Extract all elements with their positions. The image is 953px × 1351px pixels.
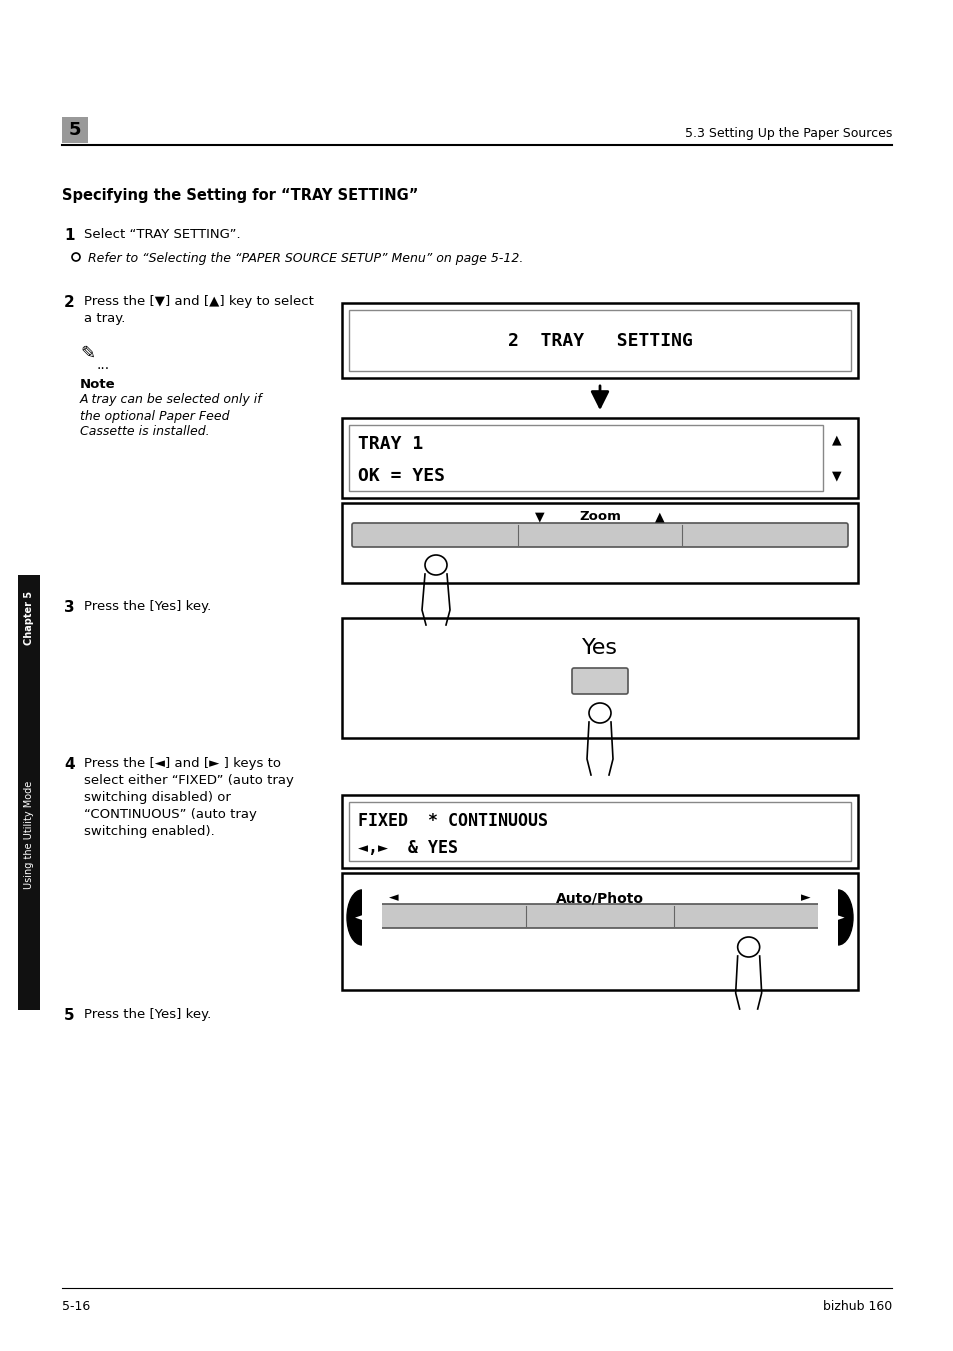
Text: ▲: ▲ xyxy=(831,434,841,447)
Text: “CONTINUOUS” (auto tray: “CONTINUOUS” (auto tray xyxy=(84,808,256,821)
Text: OK = YES: OK = YES xyxy=(357,466,444,485)
Ellipse shape xyxy=(424,555,447,576)
FancyBboxPatch shape xyxy=(341,794,857,867)
Text: ◄,►  & YES: ◄,► & YES xyxy=(357,839,457,857)
FancyBboxPatch shape xyxy=(341,503,857,584)
Text: Press the [Yes] key.: Press the [Yes] key. xyxy=(84,600,211,613)
Text: Select “TRAY SETTING”.: Select “TRAY SETTING”. xyxy=(84,228,240,240)
Text: 5-16: 5-16 xyxy=(62,1300,91,1313)
Text: Zoom: Zoom xyxy=(578,511,620,523)
Text: Cassette is installed.: Cassette is installed. xyxy=(80,426,210,438)
FancyBboxPatch shape xyxy=(349,426,822,490)
Text: ◄: ◄ xyxy=(389,892,398,905)
Text: ✎: ✎ xyxy=(80,345,95,363)
FancyBboxPatch shape xyxy=(62,118,88,143)
Text: Specifying the Setting for “TRAY SETTING”: Specifying the Setting for “TRAY SETTING… xyxy=(62,188,418,203)
Text: select either “FIXED” (auto tray: select either “FIXED” (auto tray xyxy=(84,774,294,788)
Text: ▼: ▼ xyxy=(831,469,841,482)
FancyBboxPatch shape xyxy=(352,523,847,547)
Text: ►: ► xyxy=(834,911,844,924)
Text: Press the [◄] and [► ] keys to: Press the [◄] and [► ] keys to xyxy=(84,757,281,770)
Text: Using the Utility Mode: Using the Utility Mode xyxy=(24,781,34,889)
Text: Press the [▼] and [▲] key to select: Press the [▼] and [▲] key to select xyxy=(84,295,314,308)
Text: 2: 2 xyxy=(64,295,74,309)
Text: ...: ... xyxy=(97,358,110,372)
FancyBboxPatch shape xyxy=(341,417,857,499)
FancyBboxPatch shape xyxy=(817,888,837,947)
Text: switching enabled).: switching enabled). xyxy=(84,825,214,838)
Text: 5: 5 xyxy=(69,122,81,139)
Text: ▲: ▲ xyxy=(655,511,664,523)
Text: 1: 1 xyxy=(64,228,74,243)
Text: TRAY 1: TRAY 1 xyxy=(357,435,423,453)
Text: Note: Note xyxy=(80,378,115,390)
Text: bizhub 160: bizhub 160 xyxy=(821,1300,891,1313)
Ellipse shape xyxy=(347,890,376,944)
Text: the optional Paper Feed: the optional Paper Feed xyxy=(80,409,230,423)
FancyBboxPatch shape xyxy=(18,576,40,661)
Text: ►: ► xyxy=(801,892,810,905)
Text: 3: 3 xyxy=(64,600,74,615)
Text: ▼: ▼ xyxy=(535,511,544,523)
Text: 2  TRAY   SETTING: 2 TRAY SETTING xyxy=(507,331,692,350)
Text: switching disabled) or: switching disabled) or xyxy=(84,790,231,804)
FancyBboxPatch shape xyxy=(572,667,627,694)
Text: Auto/Photo: Auto/Photo xyxy=(556,892,643,905)
FancyBboxPatch shape xyxy=(341,303,857,378)
Text: 5: 5 xyxy=(64,1008,74,1023)
Text: Chapter 5: Chapter 5 xyxy=(24,590,34,644)
Text: a tray.: a tray. xyxy=(84,312,125,326)
Text: FIXED  * CONTINUOUS: FIXED * CONTINUOUS xyxy=(357,812,547,830)
Ellipse shape xyxy=(822,890,852,944)
Text: A tray can be selected only if: A tray can be selected only if xyxy=(80,393,262,407)
FancyBboxPatch shape xyxy=(349,309,850,372)
Text: Refer to “Selecting the “PAPER SOURCE SETUP” Menu” on page 5-12.: Refer to “Selecting the “PAPER SOURCE SE… xyxy=(88,253,523,265)
FancyBboxPatch shape xyxy=(375,904,824,928)
Text: 5.3 Setting Up the Paper Sources: 5.3 Setting Up the Paper Sources xyxy=(684,127,891,139)
Ellipse shape xyxy=(588,703,610,723)
Text: 4: 4 xyxy=(64,757,74,771)
Text: ◄: ◄ xyxy=(355,911,364,924)
FancyBboxPatch shape xyxy=(18,661,40,1011)
Text: Press the [Yes] key.: Press the [Yes] key. xyxy=(84,1008,211,1021)
FancyBboxPatch shape xyxy=(341,617,857,738)
FancyBboxPatch shape xyxy=(349,802,850,861)
Ellipse shape xyxy=(737,938,759,957)
Text: Yes: Yes xyxy=(581,638,618,658)
FancyBboxPatch shape xyxy=(361,888,381,947)
FancyBboxPatch shape xyxy=(341,873,857,990)
